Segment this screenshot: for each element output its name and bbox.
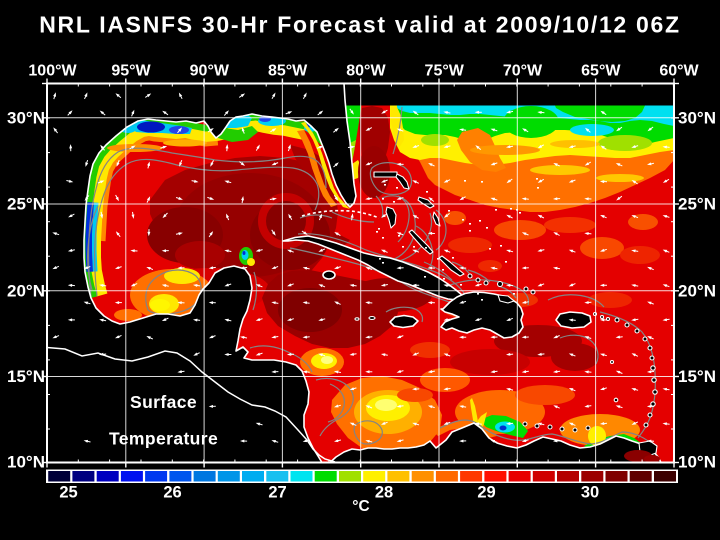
svg-text:10°N: 10°N <box>678 453 716 472</box>
svg-text:30: 30 <box>581 484 599 502</box>
svg-text:27: 27 <box>268 484 286 502</box>
svg-text:NRL IASNFS 30-Hr Forecast val: NRL IASNFS 30-Hr Forecast valid at 2009/… <box>39 12 681 38</box>
svg-text:70°W: 70°W <box>503 63 543 80</box>
svg-text:75°W: 75°W <box>425 63 465 80</box>
svg-text:Surface: Surface <box>130 392 197 412</box>
svg-text:25°N: 25°N <box>678 195 716 214</box>
svg-text:30°N: 30°N <box>678 108 716 127</box>
svg-text:30°N: 30°N <box>7 108 45 127</box>
svg-text:°C: °C <box>352 498 369 515</box>
svg-text:26: 26 <box>163 484 181 502</box>
svg-text:25: 25 <box>59 484 77 502</box>
svg-text:65°W: 65°W <box>581 63 621 80</box>
svg-text:Temperature: Temperature <box>109 429 218 449</box>
svg-text:100°W: 100°W <box>28 63 77 80</box>
svg-text:29: 29 <box>477 484 495 502</box>
svg-text:95°W: 95°W <box>111 63 151 80</box>
svg-text:20°N: 20°N <box>7 281 45 300</box>
svg-text:15°N: 15°N <box>7 367 45 386</box>
svg-text:90°W: 90°W <box>190 63 230 80</box>
svg-text:85°W: 85°W <box>268 63 308 80</box>
svg-text:20°N: 20°N <box>678 281 716 300</box>
svg-text:60°W: 60°W <box>659 63 699 80</box>
svg-text:15°N: 15°N <box>678 367 716 386</box>
svg-text:80°W: 80°W <box>346 63 386 80</box>
svg-text:10°N: 10°N <box>7 453 45 472</box>
svg-text:28: 28 <box>375 484 393 502</box>
svg-text:25°N: 25°N <box>7 195 45 214</box>
